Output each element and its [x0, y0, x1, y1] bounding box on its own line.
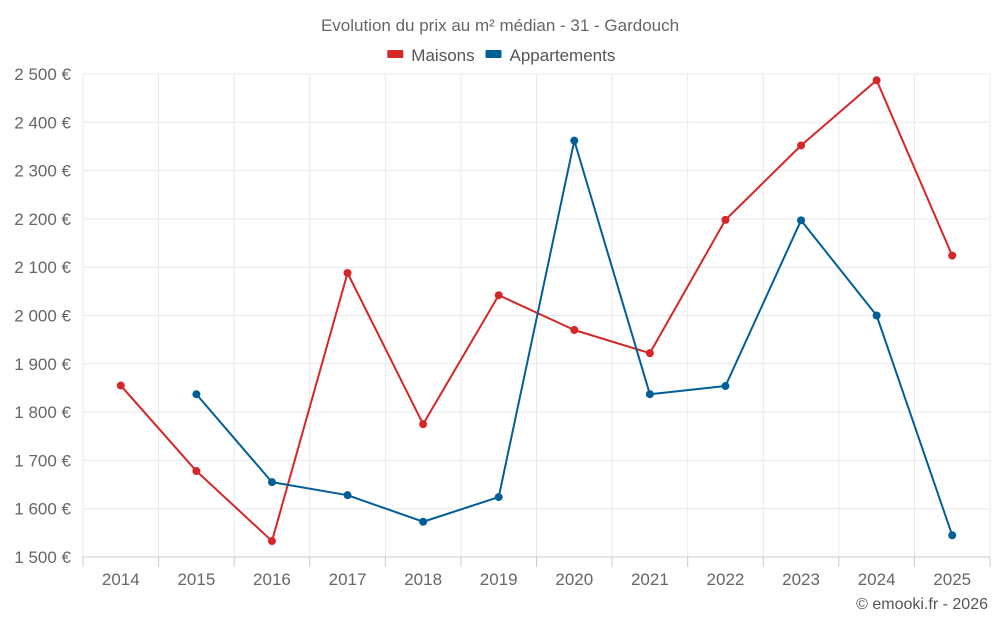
- data-point[interactable]: [419, 517, 428, 526]
- series-line: [119, 79, 954, 543]
- y-tick-label: 1 600 €: [14, 500, 71, 519]
- y-tick-label: 2 300 €: [14, 162, 71, 181]
- legend-label: Maisons: [411, 46, 474, 65]
- data-point[interactable]: [570, 136, 579, 145]
- y-tick-label: 1 800 €: [14, 403, 71, 422]
- legend-swatch: [387, 50, 404, 58]
- legend-label: Appartements: [510, 46, 616, 65]
- data-point[interactable]: [494, 291, 503, 300]
- x-tick-label: 2025: [933, 570, 971, 589]
- y-tick-label: 1 900 €: [14, 355, 71, 374]
- data-point[interactable]: [948, 531, 957, 540]
- y-tick-label: 1 500 €: [14, 548, 71, 567]
- x-tick-label: 2018: [404, 570, 442, 589]
- chart-title: Evolution du prix au m² médian - 31 - Ga…: [321, 16, 679, 35]
- legend-item-appartements[interactable]: Appartements: [485, 46, 616, 65]
- data-point[interactable]: [645, 349, 654, 358]
- data-point[interactable]: [419, 420, 428, 429]
- data-point[interactable]: [872, 76, 881, 85]
- data-point[interactable]: [645, 390, 654, 399]
- x-axis: 2014 2015 2016 2017 2018 2019 2020 2021 2022 2023…: [82, 556, 991, 589]
- y-tick-label: 2 000 €: [14, 307, 71, 326]
- data-point[interactable]: [494, 493, 503, 502]
- y-tick-label: 2 100 €: [14, 258, 71, 277]
- data-point[interactable]: [797, 141, 806, 150]
- x-tick-label: 2016: [253, 570, 291, 589]
- y-tick-label: 2 200 €: [14, 210, 71, 229]
- y-tick-label: 2 400 €: [14, 113, 71, 132]
- x-tick-label: 2022: [707, 570, 745, 589]
- legend[interactable]: Maisons Appartements: [387, 46, 615, 65]
- y-axis: 1 500 € 1 600 € 1 700 € 1 800 € 1 900 € 2 000…: [14, 65, 71, 567]
- legend-swatch: [485, 50, 502, 58]
- x-tick-label: 2021: [631, 570, 669, 589]
- data-point[interactable]: [192, 390, 201, 399]
- x-tick-label: 2015: [177, 570, 215, 589]
- data-point[interactable]: [721, 215, 730, 224]
- x-tick-label: 2023: [782, 570, 820, 589]
- data-point[interactable]: [797, 216, 806, 225]
- x-tick-label: 2019: [480, 570, 518, 589]
- data-point[interactable]: [192, 467, 201, 476]
- y-tick-label: 2 500 €: [14, 65, 71, 84]
- credit-text: © emooki.fr - 2026: [856, 596, 988, 613]
- data-point[interactable]: [267, 478, 276, 487]
- series-maisons: [116, 76, 957, 546]
- data-point[interactable]: [267, 537, 276, 546]
- data-point[interactable]: [343, 268, 352, 277]
- data-point[interactable]: [948, 251, 957, 260]
- x-tick-label: 2024: [858, 570, 896, 589]
- x-tick-label: 2020: [555, 570, 593, 589]
- series-appartements: [192, 136, 957, 540]
- data-point[interactable]: [570, 325, 579, 334]
- data-point[interactable]: [343, 491, 352, 500]
- series-layer: [116, 76, 957, 546]
- x-tick-label: 2014: [102, 570, 140, 589]
- x-tick-label: 2017: [329, 570, 367, 589]
- data-point[interactable]: [872, 311, 881, 320]
- y-tick-label: 1 700 €: [14, 451, 71, 470]
- legend-item-maisons[interactable]: Maisons: [387, 46, 475, 65]
- data-point[interactable]: [721, 382, 730, 391]
- data-point[interactable]: [116, 381, 125, 390]
